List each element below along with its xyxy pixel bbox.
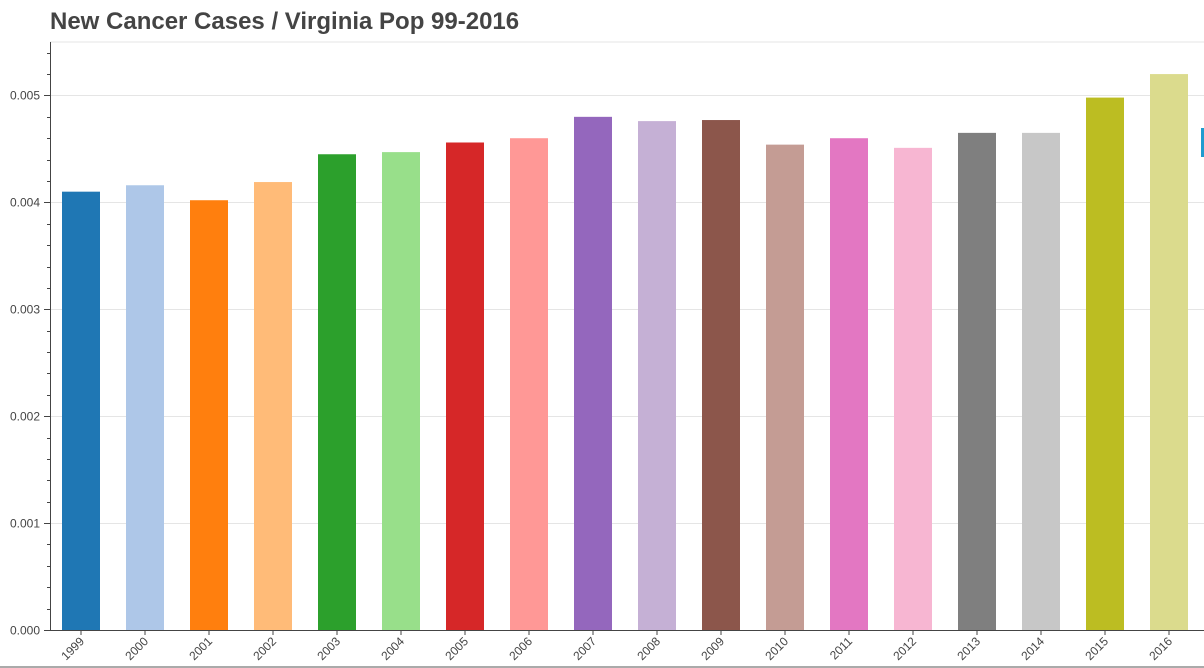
- bars-group: [62, 74, 1188, 631]
- grid-lines: [50, 41, 1204, 524]
- x-tick-label: 2009: [698, 634, 727, 663]
- x-axis-ticks: 1999 2000 2001 2002 2003 2004 2005 2006 2007 2008…: [58, 630, 1175, 663]
- x-tick-label: 1999: [58, 634, 87, 663]
- y-tick-label: 0.001: [10, 517, 40, 531]
- bar-2001: [190, 200, 228, 630]
- axes: [0, 42, 1204, 668]
- x-tick-label: 2008: [634, 634, 663, 663]
- bar-2004: [382, 152, 420, 630]
- bar-2015: [1086, 97, 1124, 631]
- x-tick-label: 2001: [186, 634, 215, 663]
- bar-2012: [894, 147, 932, 630]
- x-tick-label: 2000: [122, 634, 151, 663]
- x-tick-label: 2005: [442, 634, 471, 663]
- y-tick-label: 0.004: [10, 196, 40, 210]
- bar-2006: [510, 138, 548, 630]
- bar-2011: [830, 138, 868, 630]
- x-tick-label: 2007: [570, 634, 599, 663]
- toolbar-edge-tab[interactable]: [1201, 128, 1204, 157]
- x-tick-label: 2010: [762, 634, 791, 663]
- y-tick-label: 0.003: [10, 303, 40, 317]
- x-tick-label: 2002: [250, 634, 279, 663]
- x-tick-label: 2015: [1082, 634, 1111, 663]
- bar-1999: [62, 191, 100, 630]
- bar-2013: [958, 132, 996, 630]
- x-tick-label: 2004: [378, 634, 407, 663]
- x-tick-label: 2016: [1146, 634, 1175, 663]
- x-tick-label: 2013: [954, 634, 983, 663]
- x-tick-label: 2014: [1018, 634, 1047, 663]
- x-tick-label: 2012: [890, 634, 919, 663]
- bar-2005: [446, 142, 484, 630]
- y-tick-label: 0.005: [10, 89, 40, 103]
- y-tick-label: 0.000: [10, 624, 40, 638]
- bar-2000: [126, 185, 164, 630]
- x-tick-label: 2011: [827, 634, 855, 662]
- bar-2010: [766, 144, 804, 630]
- bar-2002: [254, 182, 292, 630]
- x-tick-label: 2003: [314, 634, 343, 663]
- bar-2016: [1150, 74, 1188, 630]
- x-tick-label: 2006: [506, 634, 535, 663]
- y-tick-label: 0.002: [10, 410, 40, 424]
- chart-title: New Cancer Cases / Virginia Pop 99-2016: [50, 8, 520, 35]
- bar-2007: [574, 116, 612, 630]
- y-axis-ticks: 0.000 0.001 0.002 0.003 0.004 0.005: [10, 53, 50, 638]
- bar-2003: [318, 154, 356, 630]
- bar-2009: [702, 120, 740, 630]
- bar-2014: [1022, 132, 1060, 630]
- bar-2008: [638, 121, 676, 630]
